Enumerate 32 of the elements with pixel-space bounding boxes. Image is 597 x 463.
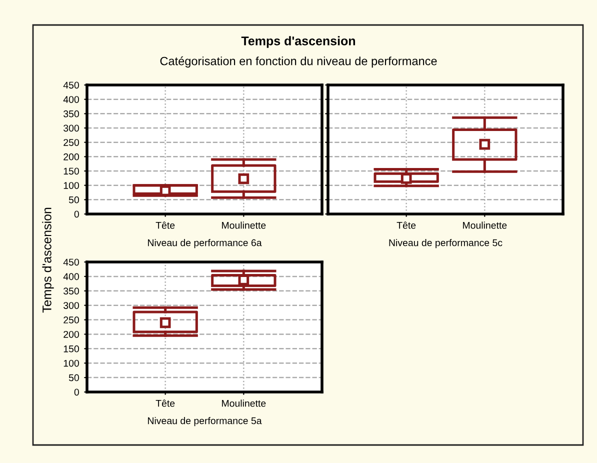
y-tick-label: 150 <box>64 345 79 352</box>
x-tick-label: Tête <box>396 222 416 229</box>
y-tick-label: 200 <box>64 330 79 338</box>
y-tick-label: 100 <box>64 182 79 189</box>
y-tick-label: 0 <box>74 210 79 218</box>
y-tick-label: 350 <box>64 110 79 118</box>
y-tick-label: 100 <box>64 360 79 367</box>
y-tick-label: 0 <box>74 388 79 396</box>
y-tick-label: 300 <box>64 302 79 309</box>
x-axis-title: Niveau de performance 5a <box>148 417 262 426</box>
chart-subtitle: Catégorisation en fonction du niveau de performance <box>160 56 437 68</box>
x-tick-label: Tête <box>156 400 175 407</box>
x-tick-label: Tête <box>156 222 175 229</box>
y-tick-label: 250 <box>64 316 79 324</box>
x-tick-label: Moulinette <box>463 222 507 229</box>
chart-title: Temps d'ascension <box>241 36 356 48</box>
y-tick-label: 250 <box>64 139 79 146</box>
y-tick-label: 450 <box>63 258 79 266</box>
y-tick-label: 450 <box>63 82 79 89</box>
y-tick-label: 200 <box>64 153 79 160</box>
y-tick-label: 350 <box>64 288 79 295</box>
y-tick-label: 50 <box>68 196 79 204</box>
x-tick-label: Moulinette <box>222 222 266 229</box>
x-axis-title: Niveau de performance 6a <box>148 239 262 248</box>
y-tick-label: 150 <box>64 168 79 175</box>
x-axis-title: Niveau de performance 5c <box>389 239 502 248</box>
y-tick-label: 400 <box>63 96 79 103</box>
y-axis-title: Temps d'ascension <box>42 208 54 313</box>
y-tick-label: 50 <box>68 374 79 382</box>
x-tick-label: Moulinette <box>222 400 266 407</box>
y-tick-label: 300 <box>64 124 79 132</box>
y-tick-label: 400 <box>63 273 79 280</box>
